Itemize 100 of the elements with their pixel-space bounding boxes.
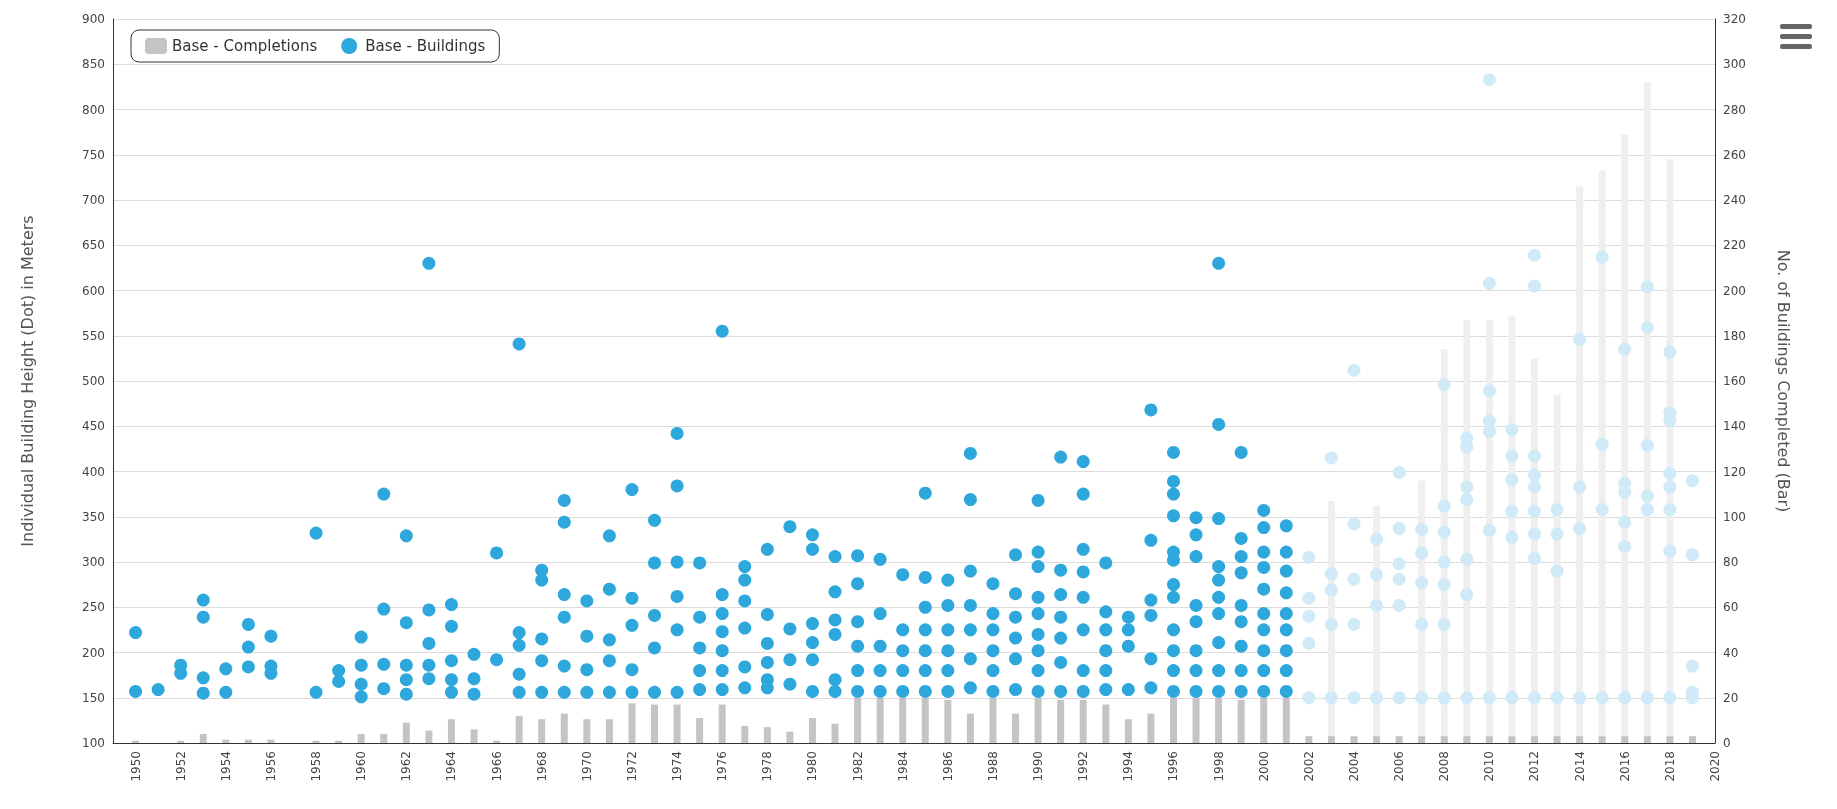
x-tick-label: 1956 <box>263 751 278 782</box>
y-tick-label: 400 <box>82 464 105 479</box>
bar <box>380 733 388 743</box>
bar <box>966 713 974 743</box>
y-tick-label: 300 <box>82 555 105 569</box>
bar <box>1621 736 1629 743</box>
x-tick-label: 1954 <box>218 751 233 782</box>
x-tick-label: 2018 <box>1662 751 1677 782</box>
y2-tick-label: 20 <box>1723 690 1739 705</box>
bar <box>808 718 816 743</box>
y-tick-label: 100 <box>82 736 105 750</box>
x-tick-label: 1998 <box>1211 751 1226 782</box>
x-tick-label: 1982 <box>850 751 865 782</box>
y2-tick-label: 320 <box>1723 12 1746 26</box>
bar <box>741 726 749 743</box>
legend-label: Base - Completions <box>172 37 318 55</box>
bar <box>651 704 659 743</box>
y-tick-label: 850 <box>82 57 105 72</box>
y-tick-label: 650 <box>82 238 105 253</box>
y-axis-title: Individual Building Height (Dot) in Meters <box>17 215 37 547</box>
bar <box>1012 713 1020 743</box>
bar <box>1350 736 1358 743</box>
x-tick-label: 2006 <box>1392 751 1407 782</box>
bar <box>1598 736 1606 743</box>
y-tick-label: 550 <box>82 328 105 343</box>
x-tick-label: 1980 <box>805 751 820 782</box>
x-tick-label: 1990 <box>1031 751 1046 782</box>
y2-tick-label: 160 <box>1723 374 1746 388</box>
bar <box>1395 736 1403 743</box>
y2-tick-label: 220 <box>1723 238 1746 253</box>
x-tick-label: 2014 <box>1572 751 1587 782</box>
y-tick-label: 700 <box>82 193 105 207</box>
x-tick-label: 1978 <box>760 751 775 782</box>
bar <box>199 733 207 743</box>
y2-tick-label: 40 <box>1723 645 1739 660</box>
y-tick-label: 750 <box>82 147 105 162</box>
bar <box>1643 736 1651 743</box>
y-tick-label: 800 <box>82 102 105 117</box>
bar <box>515 715 523 743</box>
bar <box>763 727 771 743</box>
x-tick-label: 1962 <box>399 751 414 782</box>
x-tick-label: 1952 <box>173 751 188 782</box>
y2-tick-label: 100 <box>1723 509 1746 524</box>
bar <box>1508 736 1516 743</box>
x-tick-label: 1994 <box>1121 751 1136 782</box>
bar <box>628 703 636 743</box>
y-tick-label: 600 <box>82 283 105 298</box>
x-tick-label: 1960 <box>354 751 369 782</box>
x-tick-label: 1992 <box>1076 751 1091 782</box>
bar <box>1553 736 1561 743</box>
x-tick-label: 1996 <box>1166 751 1181 782</box>
y-tick-label: 200 <box>82 645 105 660</box>
x-tick-label: 1972 <box>624 751 639 782</box>
x-tick-label: 1964 <box>444 751 459 782</box>
x-tick-label: 1984 <box>895 751 910 782</box>
bar <box>673 704 681 743</box>
bar <box>560 713 568 743</box>
y2-tick-label: 260 <box>1723 147 1746 162</box>
bar <box>1688 736 1696 743</box>
legend-label: Base - Buildings <box>365 37 486 55</box>
bar <box>1530 736 1538 743</box>
bar <box>1576 736 1584 743</box>
y2-tick-label: 280 <box>1723 102 1746 117</box>
x-tick-label: 1974 <box>670 751 685 782</box>
x-tick-label: 1958 <box>309 751 324 782</box>
y2-tick-label: 120 <box>1723 464 1746 479</box>
y2-tick-label: 60 <box>1723 600 1739 615</box>
x-tick-label: 1986 <box>940 751 955 782</box>
y-tick-label: 150 <box>82 690 105 705</box>
bar <box>696 718 704 743</box>
bar <box>538 719 546 743</box>
y2-tick-label: 140 <box>1723 419 1746 434</box>
x-tick-label: 1950 <box>128 751 143 782</box>
bar <box>1305 736 1313 743</box>
bar <box>1327 736 1335 743</box>
bar <box>357 733 365 743</box>
bar <box>402 722 410 743</box>
y-tick-label: 250 <box>82 600 105 615</box>
y-tick-label: 900 <box>82 12 105 26</box>
x-tick-label: 1988 <box>985 751 1000 782</box>
bar <box>1463 736 1471 743</box>
y-tick-label: 350 <box>82 509 105 524</box>
x-tick-label: 2020 <box>1708 751 1722 782</box>
bar <box>447 719 455 743</box>
bar <box>718 704 726 743</box>
y-tick-label: 450 <box>82 419 105 434</box>
bar <box>1373 736 1381 743</box>
x-tick-label: 1966 <box>489 751 504 782</box>
y-tick-label: 500 <box>82 374 105 388</box>
bar <box>425 730 433 743</box>
bar <box>831 723 839 743</box>
y2-tick-label: 300 <box>1723 57 1746 72</box>
y2-tick-label: 0 <box>1723 736 1731 750</box>
x-tick-label: 2000 <box>1256 751 1271 782</box>
bar <box>1124 719 1132 743</box>
x-tick-label: 1976 <box>715 751 730 782</box>
bar <box>583 719 591 743</box>
bar <box>470 729 478 743</box>
bar <box>1102 704 1110 743</box>
y2-tick-label: 240 <box>1723 193 1746 207</box>
